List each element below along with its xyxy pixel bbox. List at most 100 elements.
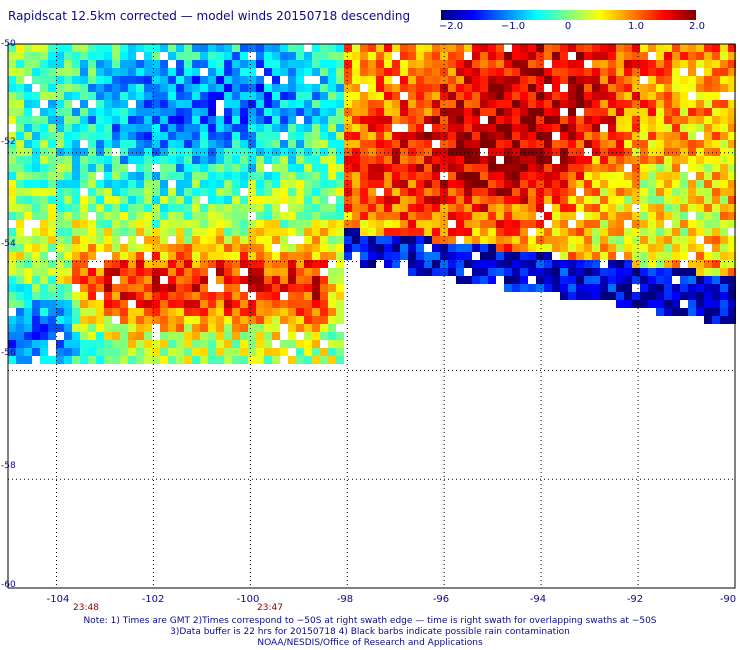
wind-cell (232, 204, 240, 212)
wind-cell (680, 60, 688, 68)
wind-cell (144, 332, 152, 340)
wind-cell (56, 172, 64, 180)
wind-cell (480, 140, 488, 148)
wind-cell (584, 92, 592, 100)
wind-cell (128, 332, 136, 340)
wind-cell (208, 172, 216, 180)
wind-cell (24, 236, 32, 244)
wind-cell (280, 220, 288, 228)
wind-cell (432, 44, 440, 52)
wind-cell (40, 124, 48, 132)
wind-cell (88, 244, 96, 252)
wind-cell (232, 300, 240, 308)
wind-cell (160, 292, 168, 300)
wind-cell (264, 348, 272, 356)
wind-cell (16, 260, 24, 268)
wind-cell (88, 292, 96, 300)
wind-cell (672, 156, 680, 164)
wind-cell (264, 84, 272, 92)
wind-cell (248, 108, 256, 116)
wind-cell (432, 76, 440, 84)
wind-cell (296, 44, 304, 52)
wind-cell (328, 356, 336, 364)
wind-cell (616, 220, 624, 228)
wind-cell (336, 292, 344, 300)
wind-cell (712, 52, 720, 60)
wind-cell (432, 220, 440, 228)
wind-cell (392, 252, 400, 260)
wind-cell (568, 164, 576, 172)
wind-cell (288, 188, 296, 196)
wind-cell (136, 268, 144, 276)
wind-cell (400, 244, 408, 252)
wind-cell (144, 292, 152, 300)
wind-cell (168, 172, 176, 180)
wind-cell (104, 324, 112, 332)
wind-cell (72, 292, 80, 300)
wind-cell (536, 92, 544, 100)
wind-cell (368, 140, 376, 148)
wind-cell (680, 236, 688, 244)
wind-cell (616, 204, 624, 212)
wind-cell (312, 228, 320, 236)
wind-cell (560, 284, 568, 292)
wind-cell (24, 52, 32, 60)
wind-cell (608, 172, 616, 180)
wind-cell (704, 196, 712, 204)
wind-cell (592, 276, 600, 284)
wind-cell (552, 76, 560, 84)
wind-cell (688, 204, 696, 212)
wind-cell (544, 148, 552, 156)
wind-cell (520, 212, 528, 220)
wind-cell (168, 340, 176, 348)
wind-cell (200, 180, 208, 188)
wind-cell (432, 60, 440, 68)
wind-cell (248, 228, 256, 236)
wind-cell (240, 316, 248, 324)
wind-cell (704, 252, 712, 260)
wind-cell (592, 108, 600, 116)
wind-cell (160, 76, 168, 84)
wind-cell (56, 76, 64, 84)
wind-cell (144, 116, 152, 124)
wind-cell (32, 308, 40, 316)
wind-cell (696, 60, 704, 68)
wind-cell (64, 188, 72, 196)
wind-cell (88, 308, 96, 316)
wind-cell (512, 196, 520, 204)
wind-cell (160, 244, 168, 252)
wind-cell (256, 164, 264, 172)
wind-cell (48, 284, 56, 292)
wind-cell (368, 204, 376, 212)
wind-cell (128, 268, 136, 276)
wind-cell (120, 132, 128, 140)
wind-cell (336, 164, 344, 172)
wind-cell (152, 308, 160, 316)
wind-cell (496, 212, 504, 220)
wind-cell (360, 228, 368, 236)
wind-cell (296, 204, 304, 212)
wind-cell (328, 76, 336, 84)
wind-cell (256, 212, 264, 220)
wind-cell (32, 324, 40, 332)
wind-cell (536, 220, 544, 228)
wind-cell (712, 316, 720, 324)
wind-cell (208, 212, 216, 220)
wind-cell (520, 172, 528, 180)
wind-cell (232, 140, 240, 148)
wind-cell (328, 204, 336, 212)
wind-cell (680, 132, 688, 140)
wind-cell (304, 148, 312, 156)
wind-cell (592, 124, 600, 132)
wind-cell (144, 308, 152, 316)
wind-cell (24, 44, 32, 52)
wind-cell (72, 276, 80, 284)
wind-cell (472, 172, 480, 180)
wind-cell (664, 196, 672, 204)
wind-cell (376, 92, 384, 100)
wind-cell (184, 252, 192, 260)
wind-cell (448, 148, 456, 156)
wind-cell (416, 116, 424, 124)
wind-cell (136, 244, 144, 252)
wind-cell (16, 148, 24, 156)
